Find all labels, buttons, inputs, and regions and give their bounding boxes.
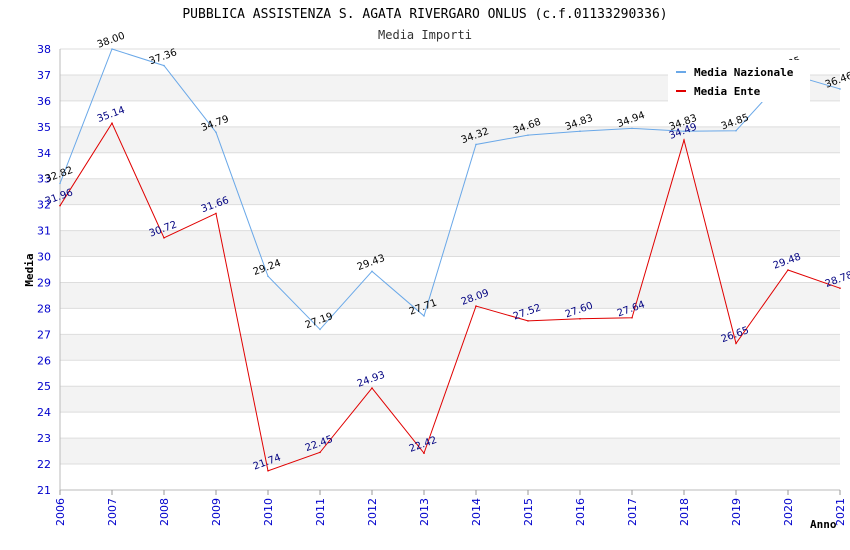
data-point <box>787 269 789 271</box>
data-point <box>527 320 529 322</box>
grid-band <box>60 204 840 231</box>
x-tick-label: 2016 <box>574 498 587 526</box>
data-point <box>215 131 217 134</box>
x-tick-label: 2006 <box>54 498 67 526</box>
x-tick-label: 2009 <box>210 498 223 526</box>
y-tick-label: 37 <box>37 69 51 82</box>
data-point <box>319 328 321 331</box>
data-point <box>423 452 425 454</box>
data-point <box>683 139 685 141</box>
data-point <box>371 270 373 273</box>
x-tick-label: 2019 <box>730 498 743 526</box>
series-line-nazionale <box>59 48 841 331</box>
data-point <box>267 275 269 278</box>
data-point <box>579 317 581 320</box>
data-point <box>319 451 321 454</box>
chart-subtitle: Media Importi <box>378 28 472 42</box>
y-tick-label: 30 <box>37 251 51 264</box>
data-point <box>735 342 737 345</box>
data-point <box>111 122 113 124</box>
y-tick-label: 32 <box>37 199 51 212</box>
x-tick-label: 2014 <box>470 498 483 526</box>
x-tick-label: 2013 <box>418 498 431 526</box>
y-tick-label: 22 <box>37 458 51 471</box>
grid-band <box>60 178 840 205</box>
data-point <box>215 212 217 215</box>
y-tick-label: 34 <box>37 147 51 160</box>
grid-band <box>60 386 840 413</box>
data-point <box>475 143 477 146</box>
series-line-ente <box>59 122 841 472</box>
x-tick-label: 2015 <box>522 498 535 526</box>
x-tick-label: 2012 <box>366 498 379 526</box>
data-point <box>59 182 61 185</box>
data-point <box>527 134 529 136</box>
y-tick-label: 38 <box>37 43 51 56</box>
x-tick-label: 2010 <box>262 498 275 526</box>
y-tick-label: 26 <box>37 354 51 367</box>
x-axis-label: Anno <box>810 518 837 531</box>
grid-band <box>60 464 840 490</box>
data-point <box>631 316 633 319</box>
legend-label: Media Ente <box>694 85 761 98</box>
y-tick-label: 28 <box>37 302 51 315</box>
y-tick-label: 33 <box>37 173 51 186</box>
legend-box <box>668 60 810 102</box>
grid-band <box>60 360 840 387</box>
legend: Media Nazionale Media Ente <box>668 60 810 102</box>
y-axis-label: Media <box>23 253 36 286</box>
x-tick-label: 2020 <box>782 498 795 526</box>
grid-band <box>60 230 840 257</box>
x-tick-label: 2018 <box>678 498 691 526</box>
legend-label: Media Nazionale <box>694 66 794 79</box>
grid-band <box>60 438 840 465</box>
data-label: 38.00 <box>96 31 127 51</box>
grid-band <box>60 100 840 127</box>
y-tick-label: 25 <box>37 380 51 393</box>
data-point <box>683 130 685 133</box>
data-point <box>163 237 165 239</box>
y-tick-label: 31 <box>37 225 51 238</box>
grid-band <box>60 334 840 361</box>
grid-band <box>60 412 840 439</box>
y-tick-label: 23 <box>37 432 51 445</box>
data-point <box>371 387 373 389</box>
data-point <box>579 130 581 133</box>
y-tick-label: 21 <box>37 484 51 497</box>
grid-band <box>60 256 840 283</box>
grid-band <box>60 282 840 309</box>
data-point <box>267 470 269 472</box>
data-point <box>839 287 841 289</box>
x-tick-label: 2011 <box>314 498 327 526</box>
y-tick-label: 24 <box>37 406 51 419</box>
y-tick-label: 29 <box>37 276 51 289</box>
x-tick-label: 2021 <box>834 498 847 526</box>
data-point <box>735 129 737 132</box>
y-tick-label: 35 <box>37 121 51 134</box>
data-point <box>475 305 477 307</box>
data-point <box>631 127 633 130</box>
y-tick-label: 36 <box>37 95 51 108</box>
data-point <box>163 64 165 67</box>
data-point <box>59 204 61 207</box>
data-point <box>839 88 841 90</box>
x-tick-label: 2008 <box>158 498 171 526</box>
plot-area: 21 22 23 24 25 26 27 28 29 30 31 32 33 34 35 36 37 38 2006… <box>37 31 850 526</box>
grid-band <box>60 152 840 179</box>
y-tick-label: 27 <box>37 328 51 341</box>
grid-band <box>60 308 840 335</box>
x-tick-label: 2017 <box>626 498 639 526</box>
chart-title: PUBBLICA ASSISTENZA S. AGATA RIVERGARO O… <box>182 7 667 22</box>
data-point <box>111 48 113 50</box>
x-tick-label: 2007 <box>106 498 119 526</box>
data-point <box>423 315 425 317</box>
